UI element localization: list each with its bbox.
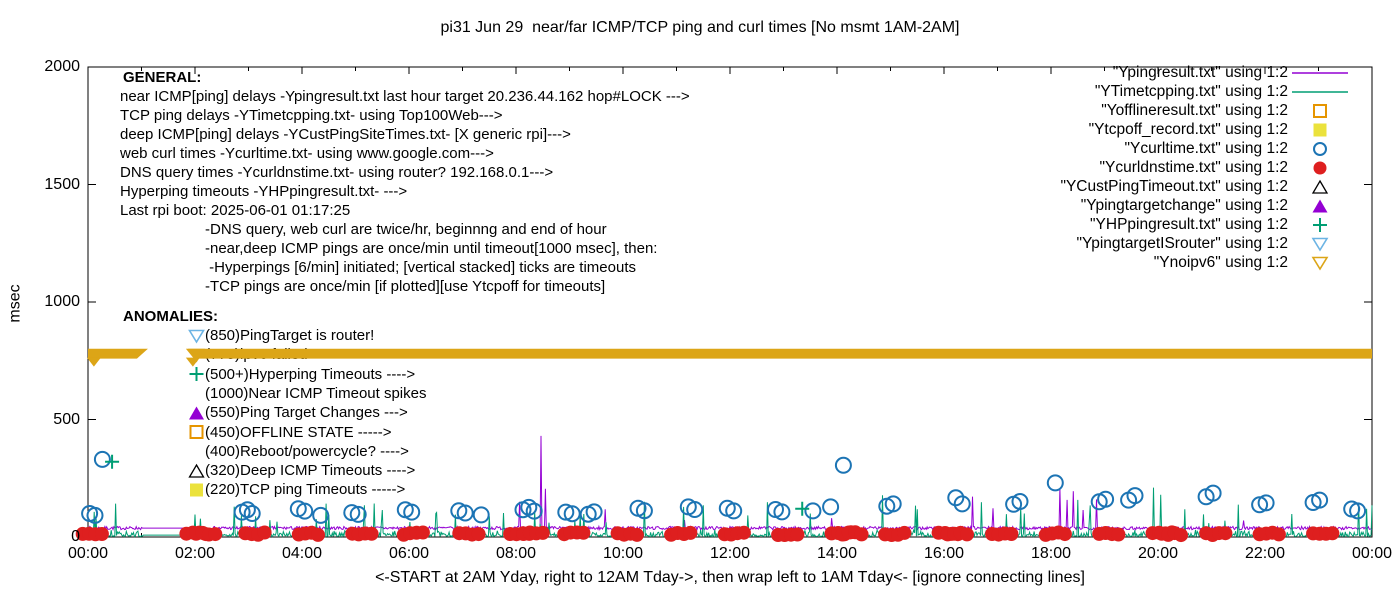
legend-label: "Ycurltime.txt" using 1:2 [1124,139,1288,157]
anomaly-item: (220)TCP ping Timeouts -----> [188,481,405,498]
teal-plus-icon [1288,217,1352,233]
general-note-line: -DNS query, web curl are twice/hr, begin… [205,221,607,238]
anomaly-item: (775)ipv6 failed -> [188,346,325,363]
anomaly-item: (500+)Hyperping Timeouts ----> [188,366,415,383]
legend-label: "YCustPingTimeout.txt" using 1:2 [1060,177,1288,195]
anomaly-item: (320)Deep ICMP Timeouts ----> [188,462,415,479]
anomaly-text: (400)Reboot/powercycle? ----> [205,442,409,460]
y-tick-label: 1500 [44,175,80,193]
gold-down-triangle-icon [188,347,205,363]
legend-label: "Ynoipv6" using 1:2 [1153,253,1288,271]
legend-label: "YHPpingresult.txt" using 1:2 [1090,215,1288,233]
general-note-line: -TCP pings are once/min [if plotted][use… [205,278,606,295]
x-axis-caption: <-START at 2AM Yday, right to 12AM Tday-… [375,569,1085,586]
general-note-line: -near,deep ICMP pings are once/min until… [205,240,658,257]
purple-triangle-icon [1288,198,1352,214]
yellow-square-icon [1288,122,1352,138]
legend-label: "Ycurldnstime.txt" using 1:2 [1099,158,1288,176]
general-annotation-block: GENERAL: near ICMP[ping] delays -Ypingre… [120,68,690,296]
sky-down-triangle-icon [1288,236,1352,252]
x-tick-label: 14:00 [816,545,858,562]
general-line: Hyperping timeouts -YHPpingresult.txt- -… [120,183,408,200]
anomaly-text: (775)ipv6 failed -> [205,346,326,364]
general-line: deep ICMP[ping] delays -YCustPingSiteTim… [120,126,571,143]
legend-row: "YHPpingresult.txt" using 1:2 [1060,215,1352,234]
y-tick-label: 500 [53,410,80,428]
legend-label: "Yofflineresult.txt" using 1:2 [1101,101,1288,119]
anomaly-text: (1000)Near ICMP Timeout spikes [205,384,427,402]
general-line: Last rpi boot: 2025-06-01 01:17:25 [120,202,351,219]
legend-row: "Ytcpoff_record.txt" using 1:2 [1060,120,1352,139]
black-open-triangle-icon [1288,179,1352,195]
yellow-square-icon [188,482,205,498]
legend-row: "Ycurldnstime.txt" using 1:2 [1060,158,1352,177]
legend-row: "Ycurltime.txt" using 1:2 [1060,139,1352,158]
x-tick-label: 22:00 [1244,545,1286,562]
legend-row: "YpingtargetISrouter" using 1:2 [1060,234,1352,253]
gold-down-triangle-icon [1288,255,1352,271]
black-open-triangle-icon [188,463,205,479]
legend-row: "Ypingresult.txt" using 1:2 [1060,63,1352,82]
chart-title: pi31 Jun 29 near/far ICMP/TCP ping and c… [440,19,960,36]
anomaly-text: (550)Ping Target Changes ---> [205,404,408,422]
anomaly-item: (1000)Near ICMP Timeout spikes [188,385,426,402]
general-line: web curl times -Ycurltime.txt- using www… [120,145,494,162]
legend: "Ypingresult.txt" using 1:2 "YTimetcpping… [1060,63,1352,272]
legend-row: "Ynoipv6" using 1:2 [1060,253,1352,272]
y-tick-label: 2000 [44,58,80,75]
x-tick-label: 08:00 [495,545,537,562]
anomaly-text: (450)OFFLINE STATE -----> [205,423,392,441]
x-tick-label: 20:00 [1137,545,1179,562]
orange-open-square-icon [1288,103,1352,119]
legend-label: "Ypingtargetchange" using 1:2 [1080,196,1288,214]
legend-row: "Yofflineresult.txt" using 1:2 [1060,101,1352,120]
blue-open-circle-icon [1288,141,1352,157]
general-line: near ICMP[ping] delays -Ypingresult.txt … [120,88,690,105]
x-tick-label: 02:00 [174,545,216,562]
anomaly-item: (400)Reboot/powercycle? ----> [188,443,409,460]
x-tick-label: 10:00 [602,545,644,562]
anomaly-text: (320)Deep ICMP Timeouts ----> [205,462,416,480]
x-tick-label: 18:00 [1030,545,1072,562]
anomaly-text: (220)TCP ping Timeouts -----> [205,481,406,499]
anomalies-header: ANOMALIES: [123,308,218,325]
legend-row: "YCustPingTimeout.txt" using 1:2 [1060,177,1352,196]
teal-line-icon [1288,84,1352,100]
legend-label: "YpingtargetISrouter" using 1:2 [1076,234,1288,252]
purple-line-icon [1288,65,1352,81]
legend-label: "Ytcpoff_record.txt" using 1:2 [1088,120,1288,138]
legend-row: "Ypingtargetchange" using 1:2 [1060,196,1352,215]
general-line: TCP ping delays -YTimetcpping.txt- using… [120,107,503,124]
legend-label: "YTimetcpping.txt" using 1:2 [1094,82,1288,100]
x-tick-label: 00:00 [1351,545,1393,562]
legend-row: "YTimetcpping.txt" using 1:2 [1060,82,1352,101]
anomaly-item: (850)PingTarget is router! [188,327,374,344]
x-tick-label: 16:00 [923,545,965,562]
legend-label: "Ypingresult.txt" using 1:2 [1112,63,1288,81]
general-note-line: -Hyperpings [6/min] initiated; [vertical… [205,259,637,276]
orange-open-square-icon [188,424,205,440]
x-tick-label: 00:00 [67,545,109,562]
x-tick-label: 06:00 [388,545,430,562]
anomaly-item: (550)Ping Target Changes ---> [188,404,408,421]
teal-plus-icon [188,366,205,382]
sky-down-triangle-icon [188,328,205,344]
x-tick-label: 12:00 [709,545,751,562]
general-header: GENERAL: [123,69,202,86]
x-tick-label: 04:00 [281,545,323,562]
anomaly-item: (450)OFFLINE STATE -----> [188,424,392,441]
y-tick-label: 0 [71,528,80,545]
red-circle-icon [1288,160,1352,176]
anomaly-text: (850)PingTarget is router! [205,327,375,344]
anomaly-text: (500+)Hyperping Timeouts ----> [205,365,416,383]
purple-triangle-icon [188,405,205,421]
y-tick-label: 1000 [44,293,80,310]
general-line: DNS query times -Ycurldnstime.txt- using… [120,164,554,181]
